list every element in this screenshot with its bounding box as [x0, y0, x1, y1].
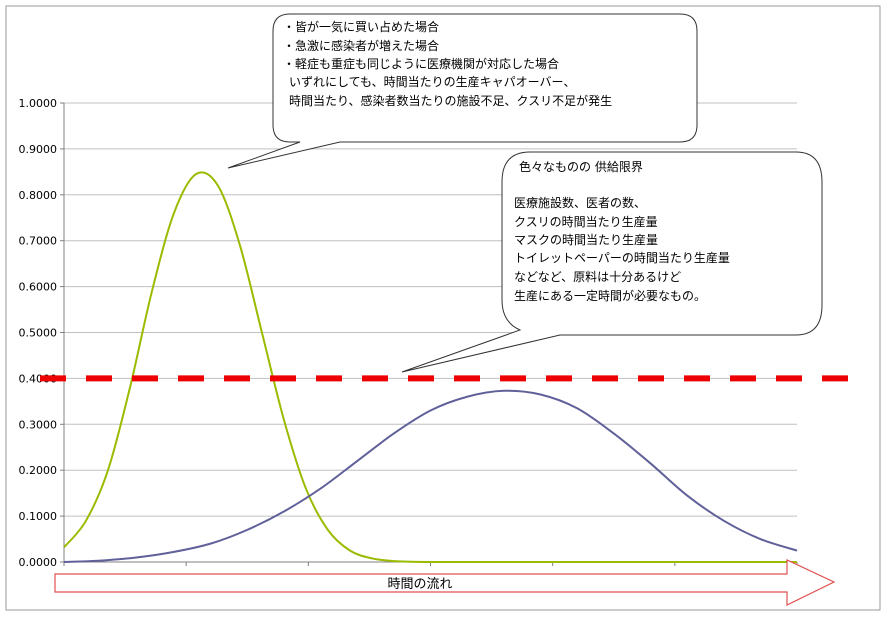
y-tick-label: 0.5000 — [19, 327, 58, 340]
callout-1-bubble — [227, 13, 698, 169]
callout-2-line: 色々なものの 供給限界 — [519, 160, 643, 174]
series-line-1 — [63, 171, 797, 564]
callout-2-text: 色々なものの 供給限界 医療施設数、医者の数、 クスリの時間当たり生産量 マスク… — [514, 160, 734, 303]
callout-2-line: トイレットペーパーの時間当たり生産量 — [514, 250, 730, 265]
y-tick-label: 0.8000 — [19, 189, 58, 202]
x-axis-label: 時間の流れ — [387, 577, 452, 592]
callout-2-line: 生産にある一定時間が必要なもの。 — [514, 288, 706, 303]
callout-2-line: マスクの時間当たり生産量 — [514, 232, 658, 247]
callout-1-line: ・急激に感染者が増えた場合 — [283, 38, 439, 53]
callout-buying-spree: ・皆が一気に買い占めた場合 ・急激に感染者が増えた場合 ・軽症も重症も同じように… — [227, 13, 698, 169]
y-tick-label: 1.0000 — [19, 97, 58, 110]
callout-2-line: クスリの時間当たり生産量 — [514, 214, 658, 229]
callout-2-bubble — [401, 151, 823, 373]
y-tick-label: 0.1000 — [19, 510, 58, 523]
series-line-2 — [63, 389, 798, 563]
callout-2-line: 医療施設数、医者の数、 — [514, 195, 646, 210]
callout-1-line: 時間当たり、感染者数当たりの施設不足、クスリ不足が発生 — [289, 93, 612, 108]
callout-1-line: いずれにしても、時間当たりの生産キャパオーバー、 — [289, 74, 575, 89]
time-arrow-shape — [54, 559, 836, 606]
y-axis-ticks: 0.00000.10000.20000.30000.40000.50000.60… — [19, 97, 64, 569]
callout-supply-limit: 色々なものの 供給限界 医療施設数、医者の数、 クスリの時間当たり生産量 マスク… — [401, 151, 823, 373]
y-tick-label: 0.9000 — [19, 143, 58, 156]
time-arrow: 時間の流れ — [54, 559, 836, 606]
y-tick-label: 0.3000 — [19, 418, 58, 431]
callout-1-text: ・皆が一気に買い占めた場合 ・急激に感染者が増えた場合 ・軽症も重症も同じように… — [283, 19, 612, 108]
x-axis-tick-marks — [63, 562, 798, 566]
series-layer — [63, 171, 798, 564]
callout-1-line: ・軽症も重症も同じように医療機関が対応した場合 — [283, 56, 559, 71]
y-tick-label: 0.2000 — [19, 464, 58, 477]
callout-1-line: ・皆が一気に買い占めた場合 — [283, 19, 439, 34]
y-tick-label: 0.7000 — [19, 235, 58, 248]
y-tick-label: 0.6000 — [19, 281, 58, 294]
callout-2-line: などなど、原料は十分あるけど — [514, 270, 681, 284]
y-tick-label: 0.0000 — [19, 556, 58, 569]
